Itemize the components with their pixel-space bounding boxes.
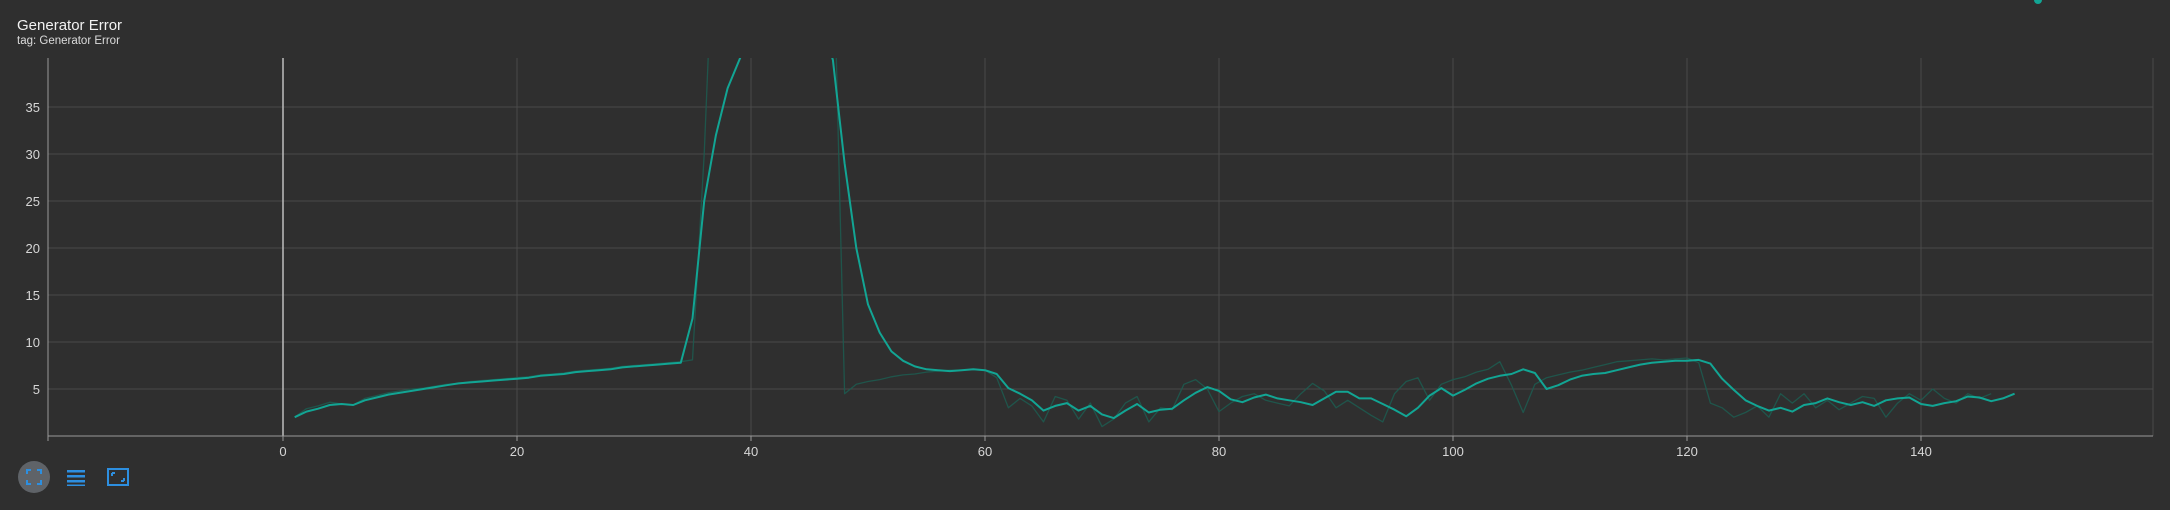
x-tick-label: 100: [1442, 444, 1464, 459]
chart-toolbar: [18, 461, 134, 493]
fit-domain-icon: [26, 469, 42, 485]
fullscreen-icon: [107, 468, 129, 486]
grid-lines: [48, 58, 2154, 436]
fit-domain-button[interactable]: [18, 461, 50, 493]
x-tick-label: 80: [1212, 444, 1226, 459]
x-tick-label: 140: [1910, 444, 1932, 459]
axes: [47, 58, 2153, 441]
y-tick-label: 25: [26, 194, 40, 209]
toggle-log-scale-icon: [67, 470, 85, 486]
x-tick-label: 120: [1676, 444, 1698, 459]
fullscreen-button[interactable]: [102, 461, 134, 493]
tick-labels: 5 10 15 20 25 30 35 0 20 40 60 80 100 120 140: [26, 100, 1932, 459]
x-tick-label: 0: [279, 444, 286, 459]
y-tick-label: 30: [26, 147, 40, 162]
x-tick-label: 40: [744, 444, 758, 459]
y-tick-label: 15: [26, 288, 40, 303]
x-tick-label: 20: [510, 444, 524, 459]
chart-subtitle: tag: Generator Error: [17, 35, 120, 47]
series-group: [294, 0, 2042, 428]
y-tick-label: 10: [26, 335, 40, 350]
x-tick-label: 60: [978, 444, 992, 459]
toggle-log-scale-button[interactable]: [60, 461, 92, 493]
chart-title: Generator Error: [17, 17, 123, 34]
y-tick-label: 35: [26, 100, 40, 115]
y-tick-label: 20: [26, 241, 40, 256]
raw-series-line: [294, 58, 1992, 428]
series-endpoint-marker[interactable]: [2034, 0, 2042, 4]
smoothed-series-line: [294, 58, 2015, 420]
y-tick-label: 5: [33, 382, 40, 397]
